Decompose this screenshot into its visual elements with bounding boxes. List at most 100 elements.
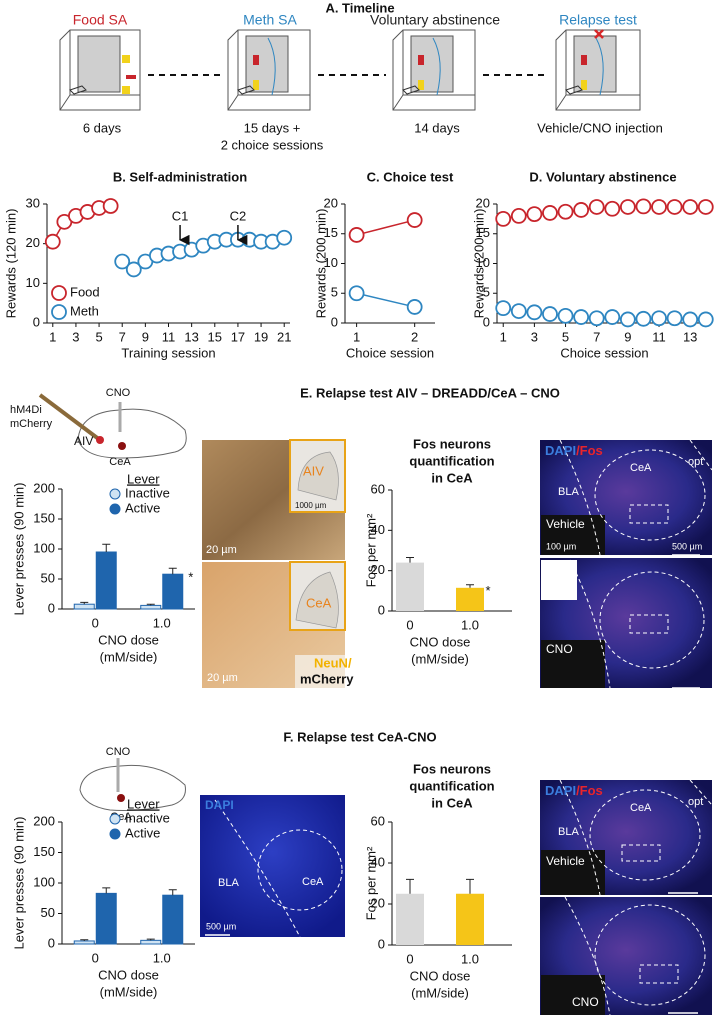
marker [682, 311, 699, 328]
marker [604, 309, 621, 325]
series-line [356, 292, 415, 308]
marker [114, 253, 131, 270]
legend-label: Inactive [125, 810, 170, 825]
stain-label: NeuN/ [314, 655, 352, 670]
marker [635, 310, 652, 327]
marker [697, 311, 714, 328]
x-axis-label: (mM/side) [411, 651, 469, 666]
x-tick-label: 1 [353, 329, 360, 344]
legend-title: Lever [127, 796, 160, 811]
annotation: * [188, 570, 193, 585]
marker [697, 199, 714, 215]
marker [495, 210, 512, 227]
y-tick-label: 60 [371, 481, 385, 496]
marker [557, 203, 574, 220]
chart-title: Fos neurons [413, 761, 491, 776]
y-tick-label: 20 [476, 195, 490, 210]
panel-title: A. Timeline [325, 0, 394, 15]
drug-label: CNO [106, 387, 131, 399]
chart-title: Fos neurons [413, 436, 491, 451]
condition-label: Vehicle [546, 517, 585, 531]
vector-label: hM4Di [10, 404, 42, 416]
x-tick-label: 11 [652, 329, 666, 344]
x-axis-label: Choice session [346, 345, 434, 360]
x-tick-label: 3 [531, 329, 538, 344]
marker [348, 285, 365, 302]
marker [651, 199, 667, 215]
marker [573, 202, 590, 218]
stain-label: DAPI [205, 798, 234, 812]
y-tick-label: 10 [26, 275, 40, 290]
marker [619, 311, 636, 328]
stage-label: Meth SA [243, 12, 297, 28]
x-axis-label: (mM/side) [100, 649, 158, 664]
marker [495, 300, 512, 317]
y-axis-label: Lever presses (90 min) [11, 817, 26, 950]
y-axis-label: Rewards (120 min) [3, 209, 18, 319]
marker [510, 207, 527, 224]
scale-label: 500 µm [206, 921, 236, 931]
stage-duration: Vehicle/CNO injection [537, 120, 663, 135]
x-tick-label: 0 [92, 615, 99, 630]
marker [588, 199, 605, 215]
error-bar [168, 567, 177, 575]
x-tick-label: 2 [411, 329, 418, 344]
y-tick-label: 0 [378, 936, 385, 951]
x-axis-label: (mM/side) [100, 984, 158, 999]
region-label: BLA [558, 826, 579, 838]
y-tick-label: 40 [371, 522, 385, 537]
x-axis-label: CNO dose [410, 968, 471, 983]
y-tick-label: 0 [48, 600, 55, 615]
legend-label: Inactive [125, 485, 170, 500]
x-tick-label: 1 [500, 329, 507, 344]
region-label: CeA [109, 456, 131, 468]
scale-label: 20 µm [207, 672, 238, 684]
x-tick-label: 7 [593, 329, 600, 344]
scale-bars [205, 554, 700, 1014]
x-tick-label: 1.0 [461, 951, 479, 966]
region-label: opt [688, 456, 703, 468]
vector-label: mCherry [10, 418, 53, 430]
marker [125, 261, 142, 278]
x-tick-label: 1 [49, 329, 56, 344]
x-tick-label: 5 [562, 329, 569, 344]
bar [456, 587, 484, 611]
y-tick-label: 0 [48, 935, 55, 950]
annotation: C1 [172, 208, 189, 223]
y-axis-label: Fos per mm² [363, 846, 378, 920]
region-label: CeA [630, 802, 652, 814]
legend-label: Active [125, 500, 160, 515]
y-axis-label: Rewards (200 min) [471, 209, 486, 319]
error-bar [466, 584, 474, 588]
chart-title: C. Choice test [367, 169, 454, 184]
y-tick-label: 50 [41, 570, 55, 585]
x-axis-label: (mM/side) [411, 985, 469, 1000]
stage-duration: 14 days [414, 120, 460, 135]
marker [651, 310, 667, 327]
y-tick-label: 150 [33, 844, 55, 859]
y-tick-label: 0 [33, 314, 40, 329]
legend-label: Meth [70, 303, 99, 318]
stain-label: DAPI/Fos [545, 443, 603, 458]
marker [542, 205, 558, 221]
x-axis-label: CNO dose [98, 632, 159, 647]
x-tick-label: 15 [208, 329, 222, 344]
marker [348, 227, 365, 243]
error-bar [80, 939, 89, 941]
stage-duration: 6 days [83, 120, 122, 135]
stage-duration: 2 choice sessions [221, 137, 324, 152]
bar [396, 562, 424, 611]
y-axis-label: Rewards (200 min) [313, 209, 328, 319]
error-bar [146, 603, 155, 606]
legend-marker [109, 813, 121, 825]
marker [406, 299, 423, 315]
marker [542, 306, 558, 322]
y-tick-label: 100 [33, 540, 55, 555]
region-label: BLA [558, 486, 579, 498]
x-tick-label: 11 [162, 329, 176, 344]
y-tick-label: 50 [41, 905, 55, 920]
bar [456, 893, 484, 945]
y-tick-label: 10 [476, 255, 490, 270]
